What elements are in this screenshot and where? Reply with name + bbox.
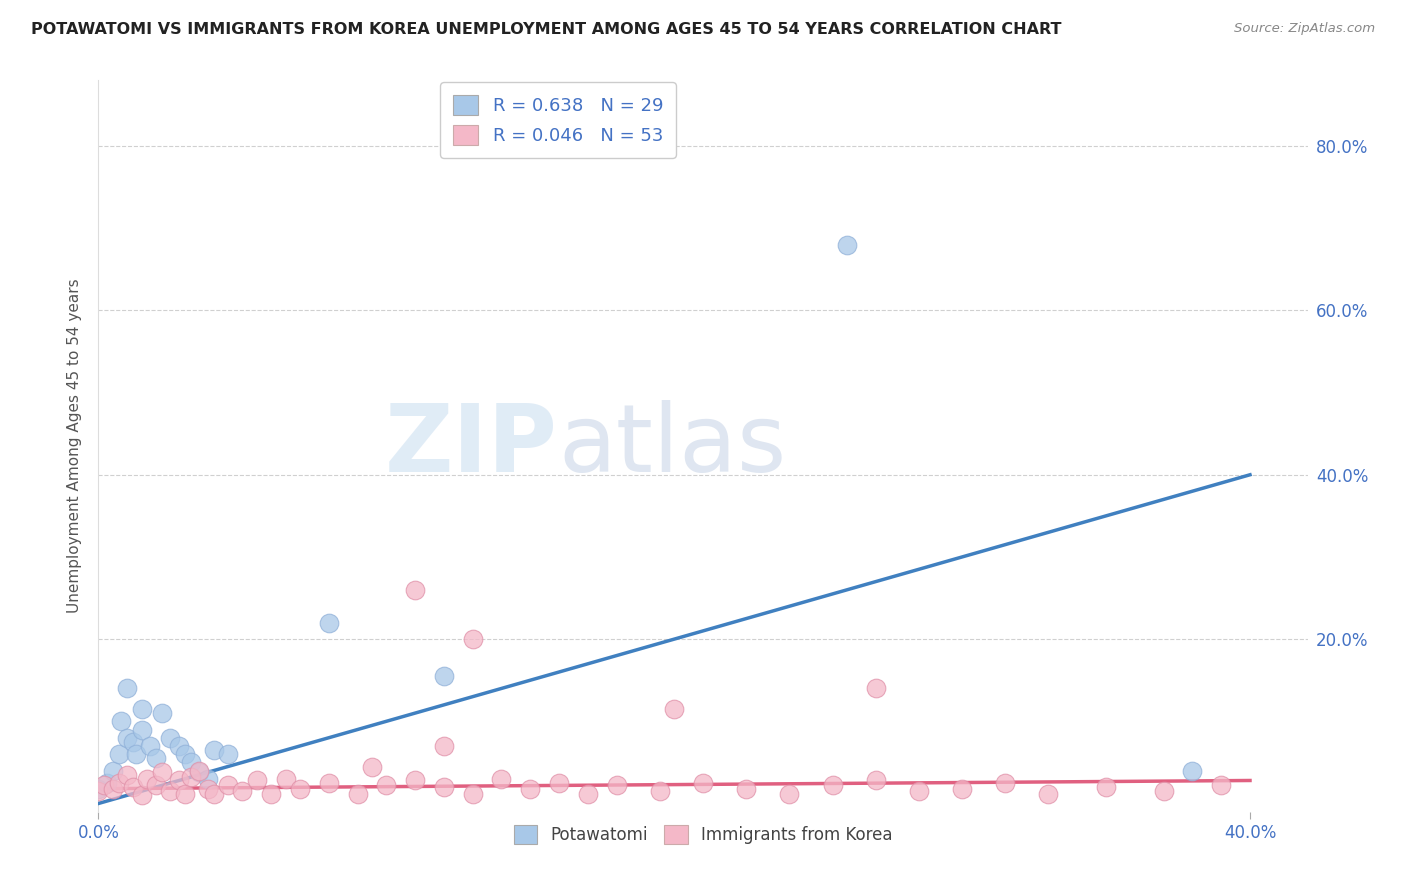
Point [519,781,541,796]
Point [150,765,173,780]
Point [96,776,118,790]
Point [110,714,132,729]
Point [180,756,202,770]
Point [150,706,173,720]
Point [231,784,253,798]
Point [648,784,671,798]
Point [461,787,484,801]
Point [122,735,145,749]
Point [167,773,190,788]
Point [361,759,384,773]
Point [167,739,190,753]
Point [115,681,138,696]
Text: POTAWATOMI VS IMMIGRANTS FROM KOREA UNEMPLOYMENT AMONG AGES 45 TO 54 YEARS CORRE: POTAWATOMI VS IMMIGRANTS FROM KOREA UNEM… [31,22,1062,37]
Point [735,781,758,796]
Point [131,702,153,716]
Text: ZIP: ZIP [385,400,558,492]
Point [778,787,800,801]
Point [404,773,426,788]
Point [318,615,340,630]
Point [159,731,181,745]
Point [217,779,239,793]
Text: Source: ZipAtlas.com: Source: ZipAtlas.com [1234,22,1375,36]
Point [1181,764,1204,778]
Point [346,787,368,801]
Point [101,781,124,796]
Point [606,779,628,793]
Point [908,784,931,798]
Point [197,772,219,786]
Point [274,772,297,786]
Point [548,776,571,790]
Point [404,582,426,597]
Point [202,787,225,801]
Point [136,772,159,786]
Point [433,669,456,683]
Point [93,779,115,793]
Point [139,739,162,753]
Point [107,776,129,790]
Point [375,779,398,793]
Point [131,723,153,737]
Point [835,237,858,252]
Point [125,747,148,762]
Point [217,747,239,762]
Point [288,781,311,796]
Point [122,780,145,794]
Point [1211,779,1233,793]
Point [1095,780,1118,794]
Point [202,743,225,757]
Point [87,781,110,796]
Y-axis label: Unemployment Among Ages 45 to 54 years: Unemployment Among Ages 45 to 54 years [67,278,83,614]
Point [246,773,269,788]
Point [173,787,195,801]
Point [188,765,211,780]
Point [664,702,686,716]
Point [1153,784,1175,798]
Point [131,789,153,803]
Point [576,787,599,801]
Point [950,781,973,796]
Point [260,787,283,801]
Point [173,747,195,762]
Point [821,779,844,793]
Point [197,781,219,796]
Point [180,770,202,784]
Legend: Potawatomi, Immigrants from Korea: Potawatomi, Immigrants from Korea [506,818,900,851]
Point [461,632,484,647]
Point [87,784,110,798]
Point [101,764,124,778]
Point [865,681,887,696]
Point [491,772,513,786]
Point [865,773,887,788]
Point [994,776,1017,790]
Point [188,764,211,778]
Point [115,731,138,745]
Point [145,751,167,765]
Point [145,779,167,793]
Point [433,780,456,794]
Point [433,739,456,753]
Point [692,776,714,790]
Text: atlas: atlas [558,400,786,492]
Point [115,768,138,782]
Point [159,784,181,798]
Point [318,776,340,790]
Point [1038,787,1060,801]
Point [107,747,129,762]
